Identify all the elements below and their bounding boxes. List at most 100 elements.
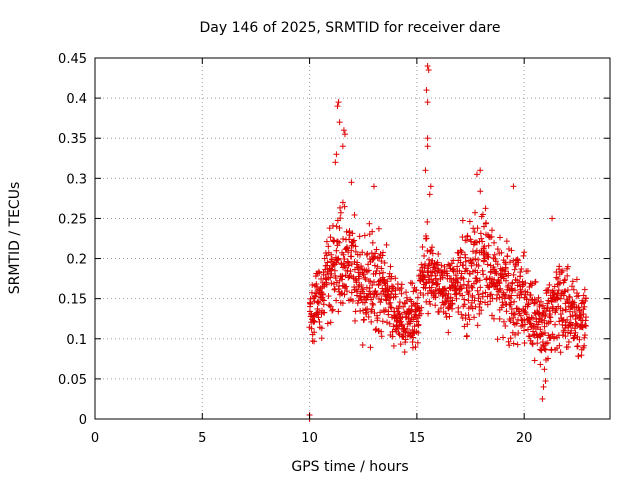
scatter-point — [432, 287, 439, 294]
scatter-point — [580, 311, 587, 318]
scatter-point — [435, 251, 442, 258]
scatter-point — [318, 335, 325, 342]
scatter-point — [354, 264, 361, 271]
scatter-point — [516, 279, 523, 286]
scatter-point — [346, 236, 353, 243]
scatter-point — [552, 309, 559, 316]
scatter-point — [386, 320, 393, 327]
scatter-point — [559, 307, 566, 314]
scatter-point — [409, 344, 416, 351]
scatter-point — [450, 257, 457, 264]
scatter-point — [358, 263, 365, 270]
scatter-point — [400, 303, 407, 310]
scatter-point — [402, 329, 409, 336]
scatter-point — [446, 313, 453, 320]
scatter-point — [359, 249, 366, 256]
scatter-point — [386, 301, 393, 308]
scatter-point — [404, 325, 411, 332]
scatter-point — [502, 292, 509, 299]
x-tick-label: 10 — [301, 431, 318, 446]
scatter-point — [313, 283, 320, 290]
scatter-point — [505, 270, 512, 277]
chart-title: Day 146 of 2025, SRMTID for receiver dar… — [200, 20, 501, 36]
scatter-point — [499, 299, 506, 306]
scatter-point — [396, 310, 403, 317]
scatter-point — [465, 278, 472, 285]
scatter-point — [511, 311, 518, 318]
plot-frame — [94, 57, 611, 420]
scatter-point — [398, 281, 405, 288]
scatter-point — [440, 301, 447, 308]
scatter-point — [572, 329, 579, 336]
scatter-point — [471, 229, 478, 236]
scatter-point — [581, 286, 588, 293]
scatter-point — [333, 297, 340, 304]
scatter-point — [325, 293, 332, 300]
scatter-point — [521, 327, 528, 334]
scatter-point — [466, 218, 473, 225]
scatter-point — [358, 281, 365, 288]
scatter-point — [427, 247, 434, 254]
scatter-point — [529, 314, 536, 321]
scatter-point — [424, 99, 431, 106]
scatter-point — [429, 250, 436, 257]
scatter-point — [364, 294, 371, 301]
scatter-point — [572, 316, 579, 323]
scatter-point — [471, 314, 478, 321]
scatter-point — [341, 256, 348, 263]
scatter-point — [544, 300, 551, 307]
scatter-point — [331, 237, 338, 244]
scatter-point — [364, 250, 371, 257]
scatter-point — [514, 282, 521, 289]
scatter-point — [410, 288, 417, 295]
scatter-point — [503, 277, 510, 284]
scatter-point — [392, 275, 399, 282]
scatter-point — [402, 336, 409, 343]
scatter-point — [361, 232, 368, 239]
x-axis-label: GPS time / hours — [291, 459, 408, 475]
scatter-point — [324, 320, 331, 327]
scatter-point — [425, 67, 432, 74]
scatter-point — [315, 300, 322, 307]
scatter-point — [381, 259, 388, 266]
scatter-point — [542, 378, 549, 385]
scatter-point — [388, 304, 395, 311]
scatter-point — [571, 334, 578, 341]
scatter-point — [459, 292, 466, 299]
scatter-point — [464, 232, 471, 239]
scatter-point — [425, 310, 432, 317]
scatter-point — [352, 317, 359, 324]
scatter-point — [549, 215, 556, 222]
scatter-point — [574, 343, 581, 350]
scatter-point — [475, 291, 482, 298]
scatter-point — [341, 203, 348, 210]
scatter-point — [349, 297, 356, 304]
scatter-point — [327, 234, 334, 241]
scatter-point — [363, 309, 370, 316]
scatter-point — [505, 282, 512, 289]
scatter-point — [428, 284, 435, 291]
scatter-point — [477, 167, 484, 174]
scatter-point — [582, 295, 589, 302]
scatter-point — [485, 254, 492, 261]
scatter-point — [423, 235, 430, 242]
scatter-point — [486, 275, 493, 282]
scatter-point — [497, 285, 504, 292]
scatter-point — [512, 331, 519, 338]
scatter-point — [563, 306, 570, 313]
scatter-point — [534, 298, 541, 305]
scatter-point — [311, 329, 318, 336]
scatter-point — [320, 271, 327, 278]
scatter-point — [484, 301, 491, 308]
scatter-point — [524, 268, 531, 275]
scatter-point — [380, 269, 387, 276]
scatter-point — [325, 243, 332, 250]
scatter-point — [529, 340, 536, 347]
scatter-point — [561, 288, 568, 295]
scatter-point — [378, 333, 385, 340]
scatter-point — [557, 349, 564, 356]
scatter-point — [427, 183, 434, 190]
scatter-point — [418, 261, 425, 268]
scatter-point — [487, 292, 494, 299]
scatter-point — [568, 283, 575, 290]
